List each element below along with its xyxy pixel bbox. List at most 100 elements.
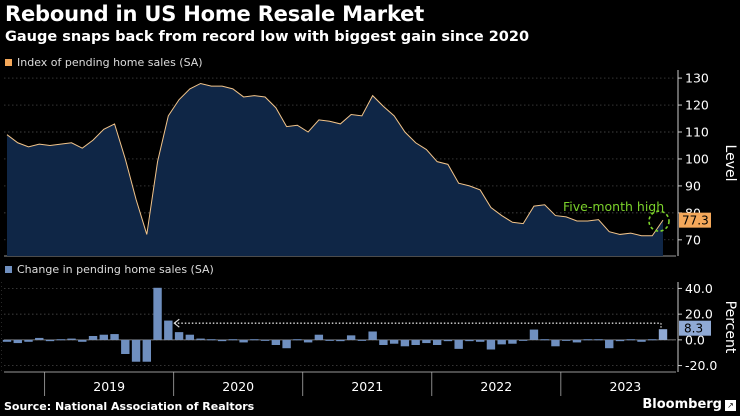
y-tick-label: 120 bbox=[685, 98, 709, 113]
source-note: Source: National Association of Realtors bbox=[4, 400, 255, 413]
chart-title: Rebound in US Home Resale Market bbox=[5, 2, 425, 26]
change-bar bbox=[99, 334, 108, 340]
legend-change-label: Change in pending home sales (SA) bbox=[17, 263, 214, 276]
change-bar bbox=[217, 339, 227, 342]
change-bar bbox=[529, 329, 539, 340]
index-area bbox=[7, 83, 663, 256]
annotation-circle bbox=[648, 210, 670, 232]
chart-subtitle: Gauge snaps back from record low with bi… bbox=[5, 29, 530, 45]
y-tick-label: -20.0 bbox=[685, 358, 717, 373]
change-bar bbox=[24, 339, 33, 342]
change-bar bbox=[314, 334, 324, 340]
change-bar bbox=[605, 339, 614, 349]
y-tick-label: 0.0 bbox=[685, 332, 705, 347]
year-label: 2019 bbox=[93, 379, 125, 394]
y-tick-label: 70 bbox=[685, 232, 701, 247]
change-bar bbox=[615, 339, 625, 342]
change-bar bbox=[131, 339, 141, 362]
change-bar bbox=[475, 339, 485, 342]
change-bar bbox=[572, 339, 582, 343]
bloomberg-logo: Bloomberg bbox=[642, 397, 722, 412]
change-bar bbox=[293, 339, 302, 341]
change-bar bbox=[454, 339, 463, 349]
change-bar bbox=[648, 339, 657, 341]
change-bar bbox=[443, 339, 453, 342]
legend-swatch-blue bbox=[5, 266, 12, 273]
change-bar bbox=[56, 339, 65, 341]
legend-index-label: Index of pending home sales (SA) bbox=[17, 56, 203, 69]
change-bar bbox=[626, 339, 635, 341]
y-tick-label: 90 bbox=[685, 178, 701, 193]
change-bar bbox=[411, 339, 420, 345]
y-tick-label: 110 bbox=[685, 125, 709, 140]
change-bar bbox=[271, 339, 281, 345]
arrow-head bbox=[173, 318, 180, 328]
last-change-label: 8.3 bbox=[684, 322, 703, 336]
change-bar bbox=[379, 339, 388, 345]
change-bar bbox=[497, 339, 506, 345]
change-bar bbox=[164, 320, 173, 340]
change-bar bbox=[110, 334, 119, 340]
change-bar bbox=[562, 339, 571, 341]
change-bar bbox=[346, 335, 356, 340]
last-value-label: 77.3 bbox=[682, 214, 709, 228]
change-bar bbox=[121, 339, 130, 354]
annotation-label: Five-month high bbox=[563, 199, 664, 214]
change-bar bbox=[303, 339, 313, 343]
change-bar bbox=[45, 339, 55, 342]
change-bar bbox=[422, 339, 431, 344]
change-bar bbox=[174, 332, 184, 340]
change-bar bbox=[13, 339, 22, 344]
change-bar bbox=[250, 339, 259, 341]
legend-index: Index of pending home sales (SA) bbox=[5, 56, 203, 69]
change-bar bbox=[465, 339, 474, 342]
change-bar bbox=[282, 339, 291, 349]
change-bar bbox=[35, 337, 44, 340]
change-bar bbox=[637, 339, 646, 342]
change-bar bbox=[239, 339, 248, 343]
change-bar bbox=[594, 339, 603, 341]
bloomberg-badge-icon: ↗ bbox=[725, 400, 736, 411]
change-bar bbox=[486, 339, 496, 350]
change-bar bbox=[540, 339, 549, 341]
change-bar bbox=[260, 339, 270, 341]
year-label: 2023 bbox=[609, 379, 641, 394]
y-axis-title-level: Level bbox=[722, 145, 738, 182]
index-line bbox=[6, 82, 664, 237]
change-bar bbox=[78, 339, 87, 342]
change-bar bbox=[519, 339, 528, 341]
change-bar bbox=[357, 339, 367, 341]
year-label: 2022 bbox=[480, 379, 512, 394]
change-bar bbox=[508, 339, 517, 344]
last-value-tag bbox=[679, 212, 711, 228]
y-tick-label: 20.0 bbox=[685, 307, 713, 322]
y-tick-label: 130 bbox=[685, 71, 709, 86]
year-label: 2021 bbox=[351, 379, 383, 394]
change-bar bbox=[400, 339, 410, 347]
y-tick-label: 40.0 bbox=[685, 281, 713, 296]
change-bar bbox=[207, 339, 216, 341]
change-bar bbox=[432, 339, 442, 345]
change-bar bbox=[228, 339, 238, 341]
y-axis-title-percent: Percent bbox=[722, 301, 738, 354]
legend-swatch-orange bbox=[5, 59, 12, 66]
last-change-tag bbox=[679, 320, 711, 336]
change-bar bbox=[2, 339, 12, 342]
change-bar bbox=[153, 287, 162, 340]
change-bar bbox=[583, 339, 592, 341]
change-bar bbox=[336, 339, 345, 342]
change-bar bbox=[368, 331, 377, 340]
change-bar bbox=[325, 339, 334, 341]
change-bar bbox=[142, 339, 151, 362]
y-tick-label: 100 bbox=[685, 151, 709, 166]
legend-change: Change in pending home sales (SA) bbox=[5, 263, 214, 276]
change-bar bbox=[389, 339, 399, 344]
change-bar bbox=[88, 336, 98, 340]
change-bar bbox=[551, 339, 560, 347]
change-bar bbox=[196, 338, 205, 340]
change-bar bbox=[67, 338, 76, 340]
change-bar bbox=[658, 329, 668, 340]
year-label: 2020 bbox=[222, 379, 254, 394]
change-bar bbox=[185, 334, 195, 340]
